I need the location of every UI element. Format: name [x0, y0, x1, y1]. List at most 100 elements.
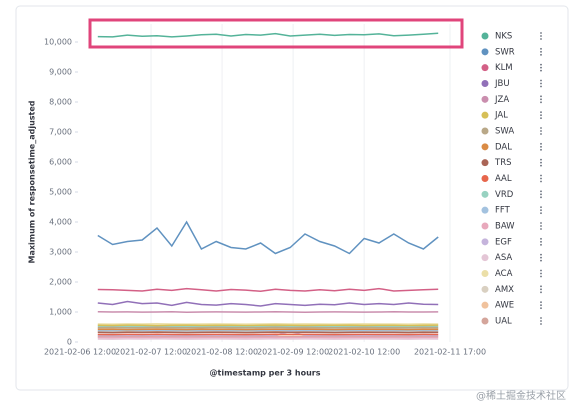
legend-menu-dot: [540, 180, 542, 183]
legend-label[interactable]: ASA: [495, 253, 512, 263]
legend-label[interactable]: JAL: [494, 111, 508, 121]
series-line: [97, 330, 439, 337]
legend-menu-dot: [540, 240, 542, 243]
legend-label[interactable]: NKS: [495, 32, 512, 42]
legend-swatch: [481, 32, 489, 40]
legend-menu-dot: [540, 193, 542, 196]
y-tick-label: 8,000: [49, 98, 72, 107]
legend-menu-dot: [540, 304, 542, 307]
legend-label[interactable]: UAL: [495, 317, 512, 327]
legend-menu-dot: [540, 69, 542, 72]
legend-menu-dot: [540, 63, 542, 66]
legend-menu-dot: [540, 114, 542, 117]
legend-menu-dot: [540, 190, 542, 193]
legend-label[interactable]: EGF: [495, 237, 512, 247]
series-line: [97, 329, 439, 332]
legend-menu-dot: [540, 288, 542, 291]
legend-menu-dot: [540, 53, 542, 56]
legend-label[interactable]: AWE: [495, 301, 514, 311]
legend-label[interactable]: FFT: [495, 206, 511, 216]
x-tick-label: 2021-02-09 12:00: [257, 348, 329, 357]
legend-menu-dot: [540, 291, 542, 294]
legend-menu-dot: [540, 79, 542, 82]
y-tick-label: 0: [67, 338, 72, 347]
panel: [15, 5, 569, 391]
legend-menu-dot: [540, 111, 542, 114]
legend-menu-dot: [540, 32, 542, 34]
y-tick-label: 7,000: [49, 128, 72, 137]
legend-menu-dot: [540, 237, 542, 240]
legend-menu-dot: [540, 317, 542, 319]
legend-menu-dot: [540, 127, 542, 129]
series-line: [97, 331, 439, 334]
lines-layer: [97, 32, 439, 340]
legend-label[interactable]: AMX: [495, 285, 514, 295]
legend-label[interactable]: AAL: [495, 174, 512, 184]
x-tick-label: 2021-02-08 12:00: [186, 348, 258, 357]
legend-menu-dot: [540, 253, 542, 256]
legend-swatch: [481, 206, 489, 214]
legend-menu-dot: [540, 148, 542, 151]
legend-swatch: [481, 317, 489, 325]
legend-label[interactable]: DAL: [495, 142, 512, 152]
x-tick-label: 2021-02-07 12:00: [115, 348, 187, 357]
legend-swatch: [481, 111, 489, 119]
legend-menu-dot: [540, 301, 542, 304]
series-line: [97, 300, 439, 307]
highlight-box: [88, 18, 464, 49]
legend-menu-dot: [540, 82, 542, 85]
y-axis-title: Maximum of responsetime_adjusted: [28, 100, 37, 263]
series-line: [97, 220, 439, 255]
y-tick-label: 9,000: [49, 68, 72, 77]
legend-label[interactable]: KLM: [495, 63, 513, 73]
legend-menu-dot: [540, 275, 542, 278]
legend-menu-dot: [540, 145, 542, 148]
legend-swatch: [481, 143, 489, 151]
legend-swatch: [481, 301, 489, 309]
legend-menu-dot: [540, 95, 542, 98]
legend-swatch: [481, 64, 489, 72]
legend-swatch: [481, 190, 489, 198]
legend-swatch: [481, 48, 489, 56]
y-tick-label: 2,000: [49, 278, 72, 287]
legend-swatch: [481, 254, 489, 262]
legend-label[interactable]: ACA: [495, 269, 513, 279]
x-axis-title: @timestamp per 3 hours: [210, 369, 321, 378]
legend-menu-dot: [540, 50, 542, 53]
legend-swatch: [481, 175, 489, 182]
legend-menu-dot: [540, 222, 542, 224]
series-line: [97, 326, 439, 329]
series-line: [97, 325, 439, 328]
legend-label[interactable]: JZA: [494, 95, 509, 105]
legend-label[interactable]: JBU: [494, 79, 510, 89]
legend-swatch: [481, 270, 489, 277]
legend-menu-dot: [540, 212, 542, 215]
legend-menu-dot: [540, 272, 542, 275]
x-tick-label: 2021-02-11 17:00: [414, 348, 486, 357]
y-tick-label: 1,000: [49, 308, 72, 317]
y-tick-label: 10,000: [44, 38, 72, 47]
series-line: [97, 287, 439, 293]
legend-menu-dot: [540, 285, 542, 288]
legend-menu-dot: [540, 259, 542, 262]
x-tick-label: 2021-02-06 12:00: [44, 348, 116, 357]
legend-label[interactable]: TRS: [494, 158, 512, 168]
legend-label[interactable]: SWR: [495, 47, 515, 57]
y-tick-label: 4,000: [49, 218, 72, 227]
legend-menu-dot: [540, 323, 542, 325]
legend-menu-dot: [540, 101, 542, 104]
y-tick-label: 3,000: [49, 248, 72, 257]
legend-menu-dot: [540, 225, 542, 227]
legend-swatch: [481, 222, 489, 230]
legend-menu-dot: [540, 307, 542, 310]
legend-menu-dot: [540, 256, 542, 259]
series-line: [97, 328, 439, 331]
legend-label[interactable]: SWA: [495, 127, 514, 137]
legend-menu-dot: [540, 206, 542, 209]
legend-label[interactable]: VRD: [495, 190, 514, 200]
legend-label[interactable]: BAW: [495, 222, 515, 232]
legend-menu-dot: [540, 158, 542, 161]
y-tick-label: 6,000: [49, 158, 72, 167]
legend-menu-dot: [540, 228, 542, 230]
